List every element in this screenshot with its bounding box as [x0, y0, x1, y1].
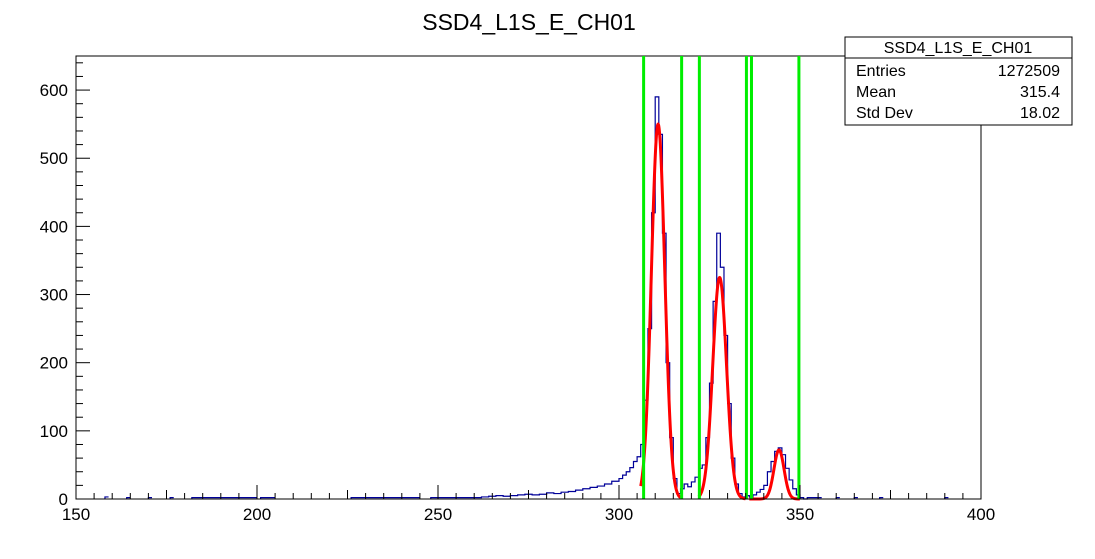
y-tick-label: 100	[40, 422, 68, 441]
y-tick-label: 300	[40, 286, 68, 305]
x-tick-label: 400	[967, 505, 995, 524]
stats-stddev-label: Std Dev	[856, 105, 913, 122]
histogram-layer	[104, 96, 949, 500]
stats-box-frame	[844, 36, 1073, 126]
stats-entries-label: Entries	[856, 63, 906, 80]
stats-mean-label: Mean	[856, 84, 896, 101]
y-tick-label: 200	[40, 354, 68, 373]
stats-entries-value: 1272509	[998, 63, 1060, 80]
y-tick-label: 400	[40, 217, 68, 236]
marker-lines-layer	[642, 56, 801, 499]
stats-mean-value: 315.4	[1020, 84, 1060, 101]
histogram-outline	[104, 96, 949, 500]
y-tick-label: 500	[40, 149, 68, 168]
x-tick-label: 200	[243, 505, 271, 524]
stats-stddev-value: 18.02	[1020, 105, 1060, 122]
x-tick-label: 350	[786, 505, 814, 524]
stats-box-title: SSD4_L1S_E_CH01	[884, 40, 1033, 57]
fit-curves-layer	[639, 122, 800, 501]
chart-title: SSD4_L1S_E_CH01	[422, 9, 636, 35]
fit-curve-2	[697, 275, 746, 501]
fit-curve-1	[639, 122, 682, 499]
x-tick-label: 150	[62, 505, 90, 524]
y-tick-label: 600	[40, 81, 68, 100]
axes-layer: 150 200 250 300 350 400 0 100 200 300 400 500 600	[40, 56, 995, 524]
y-tick-label: 0	[59, 490, 68, 509]
stats-box: SSD4_L1S_E_CH01 Entries 1272509 Mean 315…	[844, 36, 1073, 126]
x-tick-label: 250	[424, 505, 452, 524]
x-tick-label: 300	[605, 505, 633, 524]
